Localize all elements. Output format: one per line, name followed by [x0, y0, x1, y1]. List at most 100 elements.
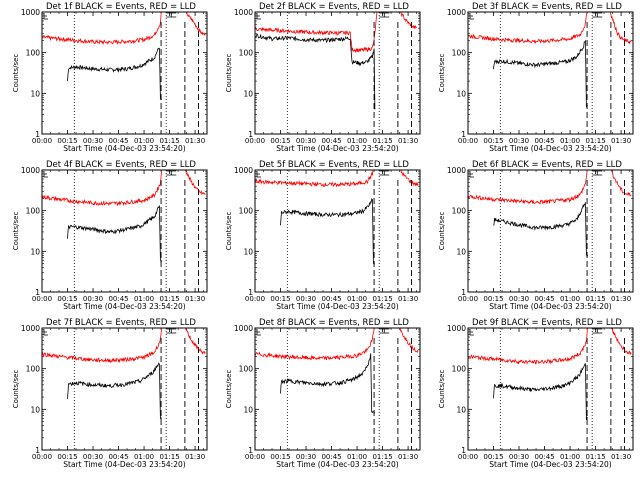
x-tick-label: 00:30: [83, 453, 103, 461]
x-tick-label: 00:15: [57, 453, 77, 461]
y-tick-label: 10: [30, 405, 40, 414]
plot-area: [468, 170, 632, 292]
plot-area: [255, 170, 419, 292]
series-events-line: [493, 202, 589, 258]
series-events-line: [67, 205, 163, 264]
bracket-marker: [592, 12, 603, 18]
series-lld-line: [468, 170, 632, 205]
y-tick-label: 1: [461, 130, 466, 139]
plot-area: [42, 12, 206, 134]
chart-panel-1: Det 1f BLACK = Events, RED = LLD 1 10 100 10…: [12, 2, 208, 153]
x-tick-label: 00:00: [32, 295, 52, 303]
corner-marker: [469, 13, 474, 20]
series-lld-line: [255, 328, 419, 361]
chart-panel-2: Det 2f BLACK = Events, RED = LLD 1 10 100 10…: [225, 2, 421, 153]
bracket-marker: [592, 170, 603, 176]
chart-panel-5: Det 5f BLACK = Events, RED = LLD 1 10 100 10…: [225, 160, 421, 311]
x-axis-label: Start Time (04-Dec-03 23:54:20): [276, 460, 398, 469]
corner-marker: [469, 329, 474, 336]
plot-frame: [467, 11, 634, 135]
series-events-line: [493, 363, 589, 421]
x-tick-label: 01:30: [185, 137, 205, 145]
chart-title: Det 6f BLACK = Events, RED = LLD: [472, 160, 622, 170]
x-tick-label: 01:15: [372, 137, 392, 145]
x-tick-label: 00:15: [57, 137, 77, 145]
plot-frame: [41, 327, 208, 451]
y-axis-label: Counts/sec: [12, 212, 20, 251]
y-tick-label: 1000: [21, 166, 40, 175]
series-events-line: [280, 353, 376, 414]
y-axis-label: Counts/sec: [12, 54, 20, 93]
plot-frame: [41, 169, 208, 293]
y-tick-label: 100: [26, 49, 41, 58]
x-tick-label: 00:30: [296, 295, 316, 303]
x-tick-label: 01:30: [611, 295, 631, 303]
x-tick-label: 01:15: [585, 295, 605, 303]
x-tick-label: 01:30: [185, 295, 205, 303]
x-tick-label: 01:00: [134, 453, 154, 461]
series-events-line: [67, 362, 163, 420]
y-tick-label: 1000: [21, 8, 40, 17]
chart-title: Det 8f BLACK = Events, RED = LLD: [259, 318, 409, 328]
plot-area: [255, 12, 417, 134]
y-tick-label: 10: [243, 247, 253, 256]
series-lld-line: [42, 170, 206, 207]
x-tick-label: 01:30: [611, 137, 631, 145]
x-tick-label: 00:45: [321, 453, 341, 461]
x-tick-label: 00:30: [83, 137, 103, 145]
x-tick-label: 01:00: [347, 453, 367, 461]
x-tick-label: 00:30: [509, 137, 529, 145]
bracket-marker: [166, 170, 177, 176]
x-tick-label: 01:15: [159, 137, 179, 145]
chart-panel-4: Det 4f BLACK = Events, RED = LLD 1 10 100 10…: [12, 160, 208, 311]
x-tick-label: 00:00: [245, 295, 265, 303]
plot-frame: [467, 327, 634, 451]
chart-panel-3: Det 3f BLACK = Events, RED = LLD 1 10 100 10…: [438, 2, 634, 153]
x-tick-label: 00:00: [32, 137, 52, 145]
plot-area: [42, 328, 206, 450]
y-tick-label: 10: [243, 89, 253, 98]
x-tick-label: 01:15: [585, 453, 605, 461]
y-tick-label: 10: [30, 89, 40, 98]
y-tick-label: 1: [461, 288, 466, 297]
series-lld-line: [42, 328, 206, 364]
plot-frame: [254, 327, 421, 451]
bracket-marker: [379, 328, 390, 334]
x-tick-label: 00:00: [458, 295, 478, 303]
y-tick-label: 1: [248, 446, 253, 455]
x-axis-label: Start Time (04-Dec-03 23:54:20): [63, 302, 185, 311]
x-tick-label: 01:30: [185, 453, 205, 461]
corner-marker: [469, 171, 474, 178]
series-events-line: [255, 33, 376, 110]
x-axis-label: Start Time (04-Dec-03 23:54:20): [489, 460, 611, 469]
series-lld-line: [42, 12, 206, 46]
chart-title: Det 4f BLACK = Events, RED = LLD: [46, 160, 196, 170]
y-tick-label: 1: [248, 288, 253, 297]
x-tick-label: 00:45: [534, 295, 554, 303]
x-tick-label: 00:15: [270, 137, 290, 145]
x-axis-label: Start Time (04-Dec-03 23:54:20): [489, 302, 611, 311]
y-axis-label: Counts/sec: [225, 370, 233, 409]
y-axis-label: Counts/sec: [438, 212, 446, 251]
corner-marker: [256, 13, 261, 20]
x-tick-label: 01:15: [372, 295, 392, 303]
series-events-line: [67, 47, 162, 100]
chart-title: Det 5f BLACK = Events, RED = LLD: [259, 160, 409, 170]
y-axis-label: Counts/sec: [438, 54, 446, 93]
y-tick-label: 100: [239, 365, 254, 374]
chart-title: Det 3f BLACK = Events, RED = LLD: [472, 2, 622, 12]
y-tick-label: 10: [456, 89, 466, 98]
plot-frame: [41, 11, 208, 135]
x-tick-label: 00:30: [296, 137, 316, 145]
x-tick-label: 00:45: [108, 137, 128, 145]
y-tick-label: 1: [461, 446, 466, 455]
x-tick-label: 01:15: [159, 453, 179, 461]
plot-area: [468, 328, 632, 450]
chart-title: Det 7f BLACK = Events, RED = LLD: [46, 318, 196, 328]
plot-frame: [254, 11, 421, 135]
y-axis-label: Counts/sec: [438, 370, 446, 409]
corner-marker: [43, 13, 48, 20]
y-tick-label: 1000: [234, 8, 253, 17]
plot-frame: [467, 169, 634, 293]
series-events-line: [280, 198, 375, 265]
